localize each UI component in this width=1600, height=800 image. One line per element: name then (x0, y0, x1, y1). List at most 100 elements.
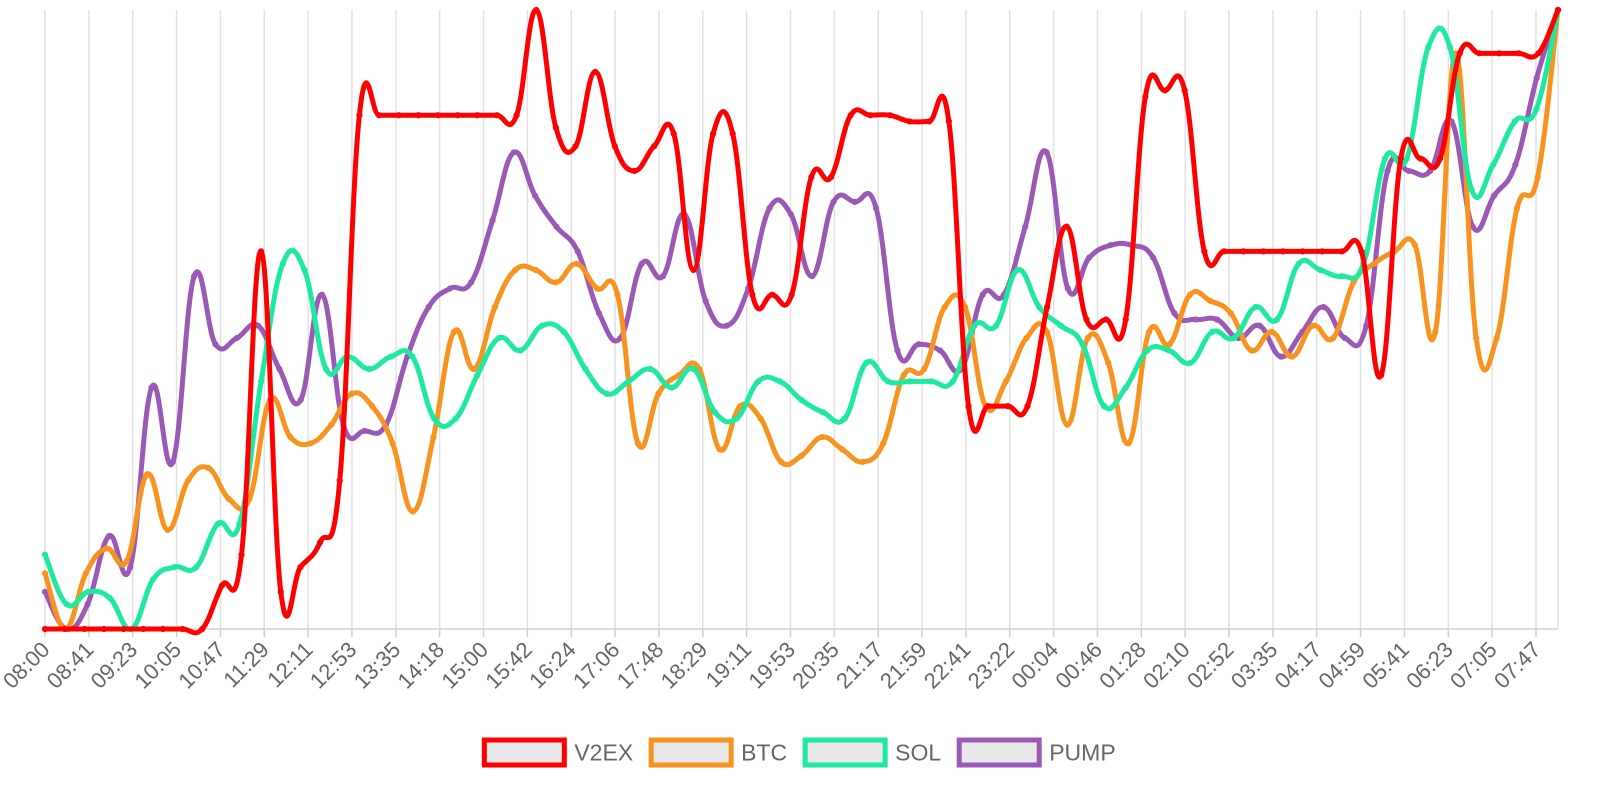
data-point (539, 322, 546, 329)
data-point (1022, 223, 1029, 230)
data-point (123, 557, 130, 565)
data-point (1002, 378, 1010, 385)
data-point (979, 291, 986, 298)
data-point (690, 365, 697, 373)
data-point (1186, 291, 1194, 298)
legend-label: V2EX (574, 740, 633, 766)
data-point (297, 396, 304, 404)
data-point (41, 570, 49, 577)
data-point (651, 143, 658, 150)
data-point (193, 564, 200, 571)
x-tick-label: 09:23 (86, 637, 143, 694)
data-point (634, 440, 642, 447)
data-point (1165, 347, 1173, 354)
series-v2ex (41, 6, 1562, 636)
series-pump (41, 6, 1562, 633)
data-point (1370, 260, 1378, 267)
x-tick-label: 08:41 (42, 637, 99, 694)
data-point (611, 143, 618, 150)
data-point (1220, 248, 1228, 255)
data-point (788, 291, 795, 298)
data-point (510, 149, 517, 156)
data-point (149, 576, 157, 583)
x-tick-label: 07:05 (1445, 637, 1502, 694)
data-point (1227, 310, 1234, 317)
data-point (1192, 316, 1199, 323)
data-point (582, 365, 589, 373)
data-point (1403, 155, 1410, 162)
data-point (1144, 347, 1151, 354)
data-point (415, 112, 422, 119)
data-point (818, 434, 826, 441)
data-point (1213, 316, 1221, 323)
data-point (185, 477, 192, 484)
data-point (127, 564, 134, 571)
data-point (41, 551, 49, 558)
data-point (1014, 266, 1021, 274)
x-tick-label: 15:42 (480, 637, 537, 694)
x-tick-label: 07:47 (1489, 637, 1546, 694)
data-point (468, 279, 475, 286)
x-tick-label: 08:00 (0, 637, 55, 694)
legend-item-pump[interactable]: PUMP (956, 737, 1116, 768)
grid-lines (44, 10, 1559, 629)
data-point (595, 310, 603, 317)
data-point (140, 625, 147, 633)
x-tick-label: 16:24 (524, 637, 581, 694)
data-point (1248, 347, 1255, 354)
data-point (1064, 421, 1071, 428)
data-point (1309, 322, 1316, 329)
data-point (169, 458, 176, 465)
x-tick-label: 22:41 (919, 637, 976, 694)
data-point (1397, 155, 1404, 162)
data-point (425, 304, 432, 311)
data-point (81, 625, 88, 633)
data-point (820, 409, 827, 416)
data-point (348, 390, 355, 397)
data-point (258, 248, 265, 255)
data-point (159, 625, 166, 633)
legend-item-sol[interactable]: SOL (802, 737, 941, 768)
data-point (1107, 242, 1114, 249)
data-point (1338, 273, 1345, 280)
data-point (1425, 44, 1432, 51)
data-point (1181, 87, 1188, 94)
data-point (1083, 316, 1090, 323)
data-point (668, 384, 675, 391)
x-tick-label: 19:53 (743, 637, 800, 694)
data-point (1102, 316, 1110, 323)
data-point (593, 285, 601, 292)
x-tick-label: 00:04 (1007, 637, 1064, 694)
x-tick-label: 00:46 (1050, 637, 1107, 694)
data-point (625, 378, 632, 385)
data-point (757, 415, 764, 422)
data-point (387, 353, 394, 360)
data-point (287, 434, 294, 441)
data-point (1125, 440, 1132, 447)
data-point (1240, 248, 1247, 255)
x-tick-label: 15:00 (436, 637, 493, 694)
x-tick-label: 01:28 (1094, 637, 1151, 694)
data-point (238, 551, 245, 558)
data-point (906, 378, 913, 385)
data-point (690, 266, 697, 274)
data-point (872, 204, 880, 212)
data-point (1150, 254, 1157, 261)
x-tick-label: 23:22 (963, 637, 1020, 694)
data-point (369, 403, 376, 410)
data-point (517, 347, 524, 354)
data-point (471, 365, 478, 373)
legend-item-btc[interactable]: BTC (648, 737, 787, 768)
data-point (144, 471, 151, 478)
data-point (574, 248, 581, 255)
data-point (277, 588, 284, 595)
legend-item-v2ex[interactable]: V2EX (481, 737, 633, 768)
data-point (1201, 248, 1208, 255)
data-point (702, 297, 709, 305)
data-point (1023, 334, 1030, 342)
data-point (1490, 192, 1498, 199)
data-point (430, 415, 438, 422)
x-tick-label: 04:17 (1270, 637, 1327, 694)
data-point (1105, 359, 1112, 366)
data-point (1534, 174, 1541, 181)
